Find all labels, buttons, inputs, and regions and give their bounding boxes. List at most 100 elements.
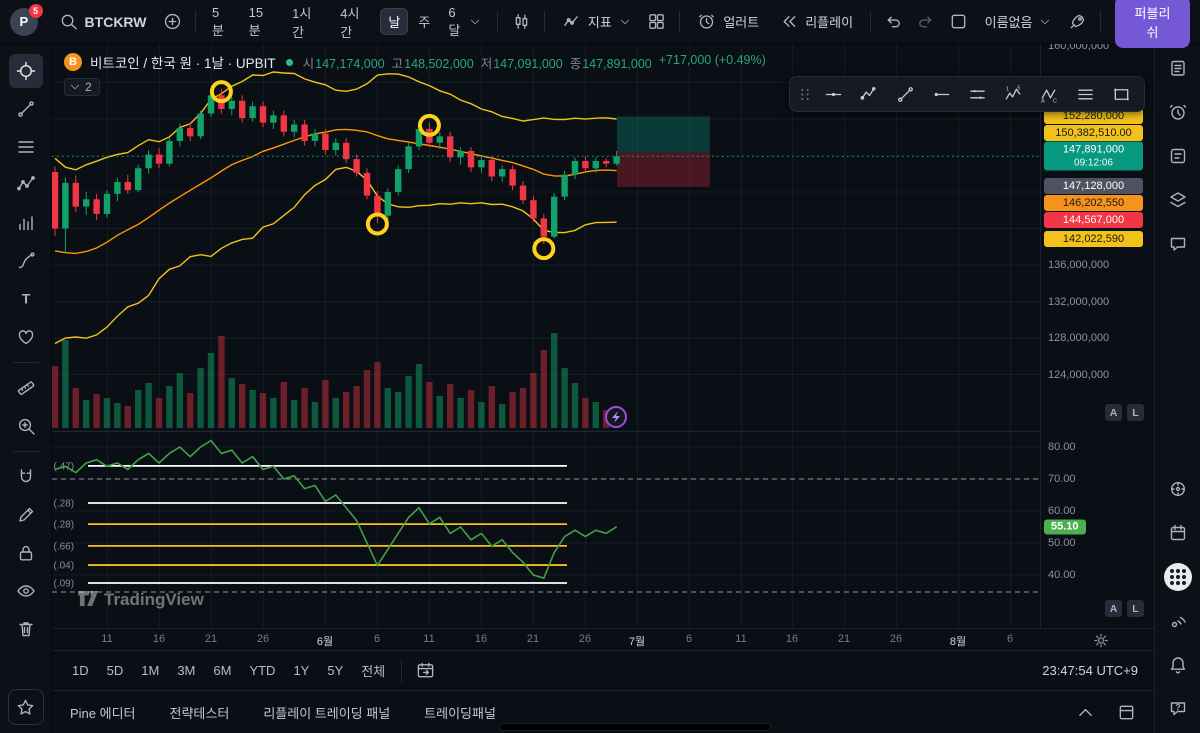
horizontal-scrollbar[interactable] <box>499 723 771 731</box>
rocket-icon[interactable] <box>1062 7 1092 37</box>
replay-button[interactable]: 리플레이 <box>770 7 862 37</box>
chart-style-button[interactable] <box>506 7 536 37</box>
redo-button[interactable] <box>911 7 941 37</box>
range-1y[interactable]: 1Y <box>293 663 310 678</box>
favorites-star-button[interactable] <box>7 689 44 725</box>
community-icon[interactable] <box>1162 561 1194 593</box>
trend-line-tool-icon[interactable] <box>9 92 43 126</box>
pattern-tool-icon[interactable] <box>9 168 43 202</box>
clock[interactable]: 23:47:54 UTC+9 <box>1042 663 1138 678</box>
time-axis[interactable]: 11 16 21 26 6월 6 11 16 21 26 7월 6 11 16 21 26 8월 6 <box>52 628 1154 650</box>
rsi-tick: 80.00 <box>1048 441 1076 453</box>
tab-pine-editor[interactable]: Pine 에디터 <box>70 705 136 721</box>
maximize-panel-icon[interactable] <box>1117 703 1136 722</box>
high-value: 148,502,000 <box>404 56 474 71</box>
fib-retracement-tool-icon[interactable] <box>9 130 43 164</box>
lock-tool-icon[interactable] <box>9 536 43 570</box>
range-1m[interactable]: 1M <box>141 663 160 678</box>
auto-scale-button[interactable]: A <box>1105 600 1122 617</box>
trend-line-icon[interactable] <box>888 79 922 109</box>
svg-text:1: 1 <box>1005 86 1008 92</box>
indicators-button[interactable]: 지표 <box>553 7 640 37</box>
undo-button[interactable] <box>879 7 909 37</box>
interval-6mo[interactable]: 6달 <box>440 1 489 43</box>
crosshair-tool-icon[interactable] <box>8 54 43 88</box>
tab-strategy-tester[interactable]: 전략테스터 <box>169 705 230 721</box>
data-window-icon[interactable] <box>1162 140 1194 172</box>
range-6m[interactable]: 6M <box>213 663 232 678</box>
toolbar-divider <box>679 10 681 33</box>
magnet-tool-icon[interactable] <box>9 460 43 494</box>
range-ytd[interactable]: YTD <box>249 663 276 678</box>
text-tool-icon[interactable]: T <box>9 282 43 316</box>
trash-tool-icon[interactable] <box>9 612 43 646</box>
gear-icon[interactable] <box>1092 631 1110 649</box>
range-all[interactable]: 전체 <box>361 664 386 679</box>
range-3m[interactable]: 3M <box>177 663 196 678</box>
interval-15m[interactable]: 15분 <box>248 4 264 38</box>
chat-icon[interactable] <box>1162 228 1194 260</box>
expand-panel-icon[interactable] <box>1076 703 1095 722</box>
zoom-tool-icon[interactable] <box>9 409 43 443</box>
zigzag-icon[interactable] <box>852 79 886 109</box>
chart-canvas[interactable]: (.47)(.28)(.28)(.66)(.04)(.09)TradingVie… <box>52 44 1040 628</box>
eye-tool-icon[interactable] <box>9 574 43 608</box>
star-icon <box>16 698 35 717</box>
interval-4h[interactable]: 4시간 <box>340 5 360 40</box>
svg-text:A: A <box>1040 98 1044 103</box>
auto-scale-button[interactable]: A <box>1105 404 1122 421</box>
alert-button[interactable]: 얼러트 <box>688 7 768 37</box>
broadcast-icon[interactable] <box>1162 605 1194 637</box>
layout-name-menu[interactable]: 이름없음 <box>976 7 1061 37</box>
log-scale-button[interactable]: L <box>1127 404 1144 421</box>
symbol-title[interactable]: 비트코인 / 한국 원 · 1날 · UPBIT <box>90 56 276 71</box>
object-tree-icon[interactable] <box>1162 184 1194 216</box>
ruler-tool-icon[interactable] <box>9 371 43 405</box>
price-scale[interactable]: 160,000,000 136,000,000 132,000,000 128,000… <box>1040 44 1154 628</box>
legend-collapse-button[interactable]: 2 <box>64 78 100 96</box>
brush-tool-icon[interactable] <box>9 244 43 278</box>
log-scale-button[interactable]: L <box>1127 600 1144 617</box>
tab-trading-panel[interactable]: 트레이딩패널 <box>424 705 496 721</box>
interval-1d[interactable]: 날 <box>380 8 409 35</box>
interval-1w[interactable]: 주 <box>418 15 431 30</box>
tab-replay-trading-panel[interactable]: 리플레이 트레이딩 패널 <box>263 705 391 721</box>
emoji-tool-icon[interactable] <box>9 320 43 354</box>
compare-add-symbol-button[interactable] <box>158 7 188 37</box>
range-1d[interactable]: 1D <box>72 663 89 678</box>
help-icon[interactable]: ? <box>1162 693 1194 725</box>
indicator-templates-button[interactable] <box>642 7 672 37</box>
interval-5m[interactable]: 5분 <box>212 4 224 38</box>
screener-icon[interactable] <box>1162 473 1194 505</box>
publish-button[interactable]: 퍼블리쉬 <box>1114 0 1191 48</box>
close-value: 147,891,000 <box>582 56 652 71</box>
chart-pane[interactable]: (.47) (.28) (.28) (.66) (.04) (.09) TradingVie… <box>52 44 1040 628</box>
layout-icon[interactable] <box>944 7 974 37</box>
rsi-tick: 40.00 <box>1048 569 1076 581</box>
interval-1h[interactable]: 1시간 <box>292 5 312 40</box>
forecast-tool-icon[interactable] <box>9 206 43 240</box>
user-avatar[interactable]: P 5 <box>10 3 43 36</box>
symbol-search[interactable]: BTCKRW <box>50 7 156 37</box>
rectangle-icon[interactable] <box>1104 79 1138 109</box>
range-5d[interactable]: 5D <box>106 663 124 678</box>
calendar-icon[interactable] <box>1162 517 1194 549</box>
range-5y[interactable]: 5Y <box>327 663 344 678</box>
fib-channel-icon[interactable] <box>1068 79 1102 109</box>
svg-text:(.09): (.09) <box>54 579 75 590</box>
time-label: 21 <box>526 633 540 645</box>
high-label: 고 <box>391 56 404 71</box>
user-initial: P <box>19 14 29 29</box>
go-to-date-button[interactable] <box>410 656 440 686</box>
notifications-icon[interactable] <box>1162 649 1194 681</box>
chart-region: (.47) (.28) (.28) (.66) (.04) (.09) TradingVie… <box>52 44 1154 733</box>
parallel-channel-icon[interactable] <box>960 79 994 109</box>
edit-tool-icon[interactable] <box>9 498 43 532</box>
watchlist-icon[interactable] <box>1162 52 1194 84</box>
drag-handle-icon[interactable] <box>796 79 814 109</box>
horizontal-line-icon[interactable] <box>816 79 850 109</box>
horizontal-ray-icon[interactable] <box>924 79 958 109</box>
alerts-icon[interactable] <box>1162 96 1194 128</box>
